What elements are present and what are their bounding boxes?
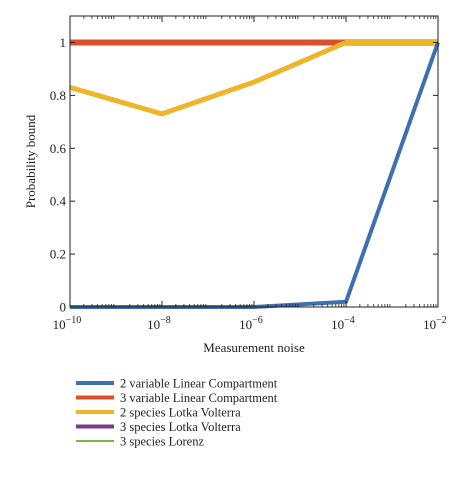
x-axis-label: Measurement noise <box>203 340 305 355</box>
x-tick-label: 10−10 <box>53 315 82 332</box>
x-tick-label: 10−2 <box>423 315 447 332</box>
legend-label: 3 species Lotka Volterra <box>120 420 241 434</box>
y-tick-label: 0.2 <box>50 247 66 262</box>
legend-label: 3 variable Linear Compartment <box>120 391 278 405</box>
legend-label: 2 variable Linear Compartment <box>120 377 278 391</box>
y-tick-label: 0 <box>60 300 67 315</box>
series-line-3 <box>69 40 438 117</box>
y-tick-label: 0.6 <box>50 141 67 156</box>
plot-lines <box>69 39 440 309</box>
plot-frame <box>69 15 439 308</box>
x-tick-label: 10−8 <box>147 315 171 332</box>
y-tick-label: 0.8 <box>50 88 66 103</box>
legend-label: 2 species Lotka Volterra <box>120 406 241 420</box>
y-tick-label: 0.4 <box>50 194 67 209</box>
y-tick-label: 1 <box>60 35 67 50</box>
x-tick-label: 10−6 <box>239 315 263 332</box>
y-axis-ticks: 0 0.2 0.4 0.6 0.8 1 <box>50 35 438 315</box>
y-axis-label: Probability bound <box>23 114 38 208</box>
x-axis-ticks: 10−10 10−8 10−6 10−4 10−2 <box>53 16 447 332</box>
x-tick-label: 10−4 <box>331 315 355 332</box>
legend-label: 3 species Lorenz <box>120 435 204 449</box>
